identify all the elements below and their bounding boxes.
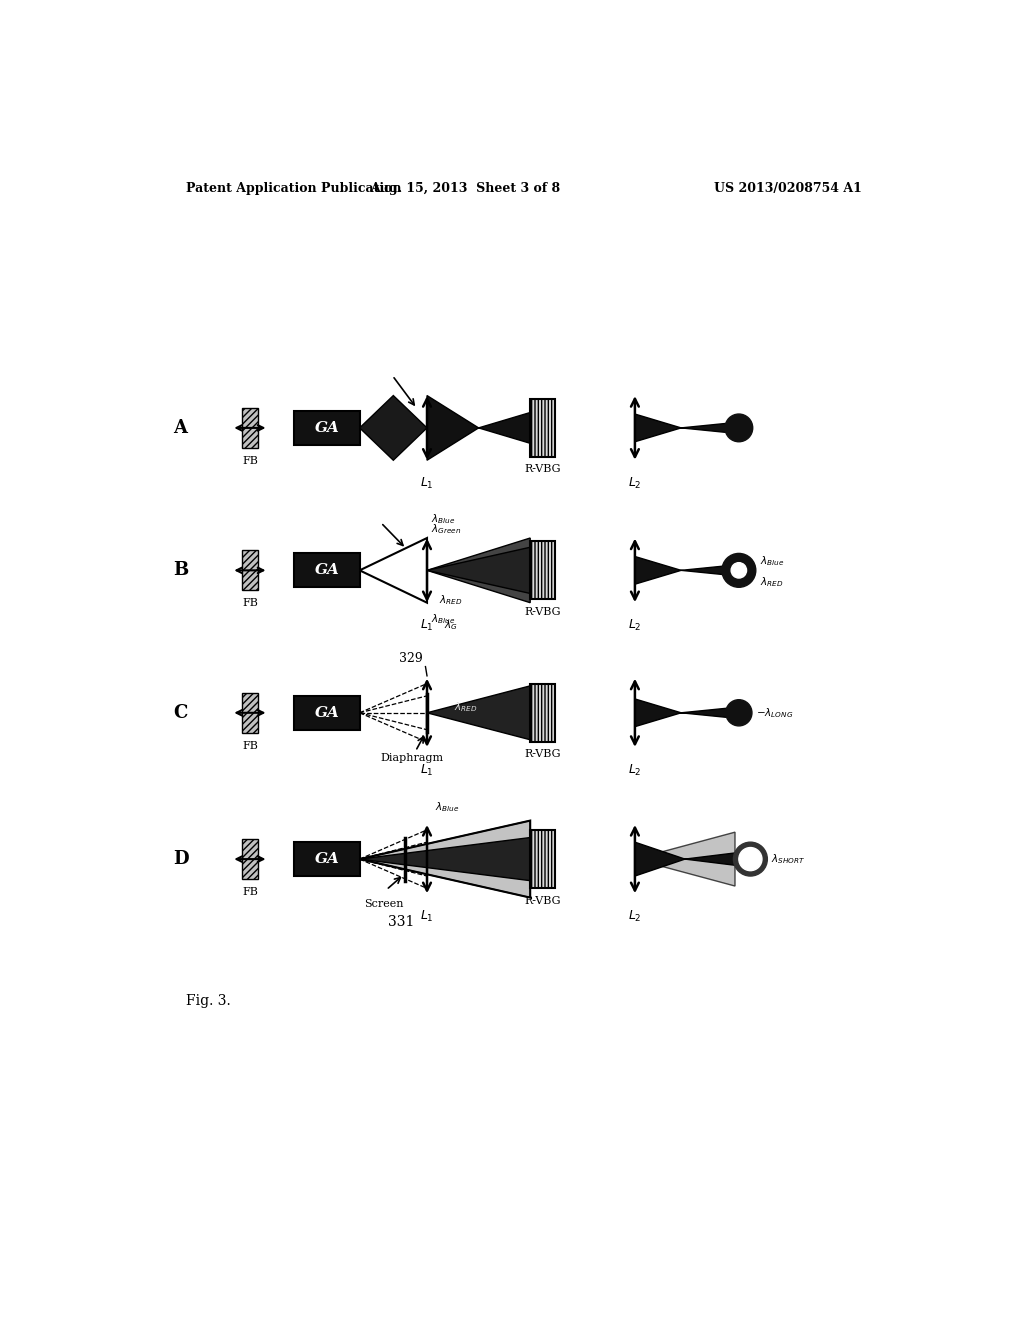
- Polygon shape: [359, 396, 427, 461]
- Text: D: D: [173, 850, 188, 869]
- Text: GA: GA: [314, 706, 339, 719]
- Text: $\lambda_{RED}$: $\lambda_{RED}$: [438, 594, 462, 607]
- Text: A: A: [173, 418, 187, 437]
- Text: $L_2$: $L_2$: [628, 475, 642, 491]
- Text: $L_1$: $L_1$: [420, 763, 434, 777]
- Polygon shape: [635, 414, 727, 442]
- Bar: [530, 684, 555, 742]
- Bar: [294, 411, 359, 445]
- Circle shape: [725, 414, 753, 442]
- Text: 329: 329: [399, 652, 423, 665]
- Text: $L_2$: $L_2$: [628, 909, 642, 924]
- Text: Screen: Screen: [365, 899, 403, 909]
- Bar: [294, 842, 359, 876]
- Text: C: C: [173, 704, 187, 722]
- Text: $\lambda_{Blue}$: $\lambda_{Blue}$: [435, 801, 459, 814]
- Bar: [294, 696, 359, 730]
- Circle shape: [731, 562, 746, 578]
- Text: B: B: [173, 561, 188, 579]
- Circle shape: [733, 842, 767, 876]
- Text: $\lambda_G$: $\lambda_G$: [444, 618, 458, 632]
- Text: $L_1$: $L_1$: [420, 909, 434, 924]
- Polygon shape: [359, 539, 427, 603]
- Text: $\lambda_{SHORT}$: $\lambda_{SHORT}$: [771, 853, 806, 866]
- Text: $\lambda_{RED}$: $\lambda_{RED}$: [760, 576, 783, 589]
- Polygon shape: [635, 842, 735, 876]
- Text: $\lambda_{Blue}$: $\lambda_{Blue}$: [431, 612, 456, 627]
- Text: FB: FB: [242, 455, 258, 466]
- Polygon shape: [635, 700, 727, 726]
- Text: US 2013/0208754 A1: US 2013/0208754 A1: [714, 182, 862, 194]
- Bar: [243, 840, 258, 879]
- Text: FB: FB: [242, 741, 258, 751]
- Circle shape: [722, 553, 756, 587]
- Text: Aug. 15, 2013  Sheet 3 of 8: Aug. 15, 2013 Sheet 3 of 8: [371, 182, 560, 194]
- Bar: [243, 408, 258, 447]
- Text: Diaphragm: Diaphragm: [381, 752, 444, 763]
- Text: $\lambda_{Blue}$: $\lambda_{Blue}$: [760, 554, 784, 568]
- Text: $- \lambda_{LONG}$: $- \lambda_{LONG}$: [756, 706, 794, 719]
- Text: GA: GA: [314, 853, 339, 866]
- Polygon shape: [427, 686, 530, 739]
- Polygon shape: [427, 539, 530, 603]
- Text: $\lambda_{Blue}$: $\lambda_{Blue}$: [431, 512, 456, 525]
- Text: R-VBG: R-VBG: [524, 465, 561, 474]
- Text: FB: FB: [242, 887, 258, 896]
- Text: $L_1$: $L_1$: [420, 618, 434, 634]
- Text: Fig. 3.: Fig. 3.: [186, 994, 230, 1008]
- Text: R-VBG: R-VBG: [524, 896, 561, 906]
- Text: $L_2$: $L_2$: [628, 763, 642, 777]
- Polygon shape: [427, 548, 530, 594]
- Polygon shape: [359, 821, 530, 898]
- Bar: [530, 399, 555, 457]
- Bar: [243, 693, 258, 733]
- Text: R-VBG: R-VBG: [524, 750, 561, 759]
- Text: 331: 331: [388, 915, 415, 928]
- Polygon shape: [427, 396, 530, 461]
- Text: R-VBG: R-VBG: [524, 607, 561, 616]
- Polygon shape: [359, 838, 530, 880]
- Circle shape: [739, 847, 762, 871]
- Polygon shape: [635, 557, 727, 585]
- Text: $\lambda_{RED}$: $\lambda_{RED}$: [454, 700, 477, 714]
- Text: FB: FB: [242, 598, 258, 609]
- Text: $L_2$: $L_2$: [628, 618, 642, 634]
- Bar: [243, 550, 258, 590]
- Text: Patent Application Publication: Patent Application Publication: [186, 182, 401, 194]
- Text: GA: GA: [314, 421, 339, 434]
- Text: $\lambda_{Green}$: $\lambda_{Green}$: [431, 523, 461, 536]
- Text: $L_1$: $L_1$: [420, 475, 434, 491]
- Text: GA: GA: [314, 564, 339, 577]
- Circle shape: [726, 700, 752, 726]
- Bar: [294, 553, 359, 587]
- Bar: [530, 830, 555, 888]
- Bar: [530, 541, 555, 599]
- Polygon shape: [635, 832, 735, 886]
